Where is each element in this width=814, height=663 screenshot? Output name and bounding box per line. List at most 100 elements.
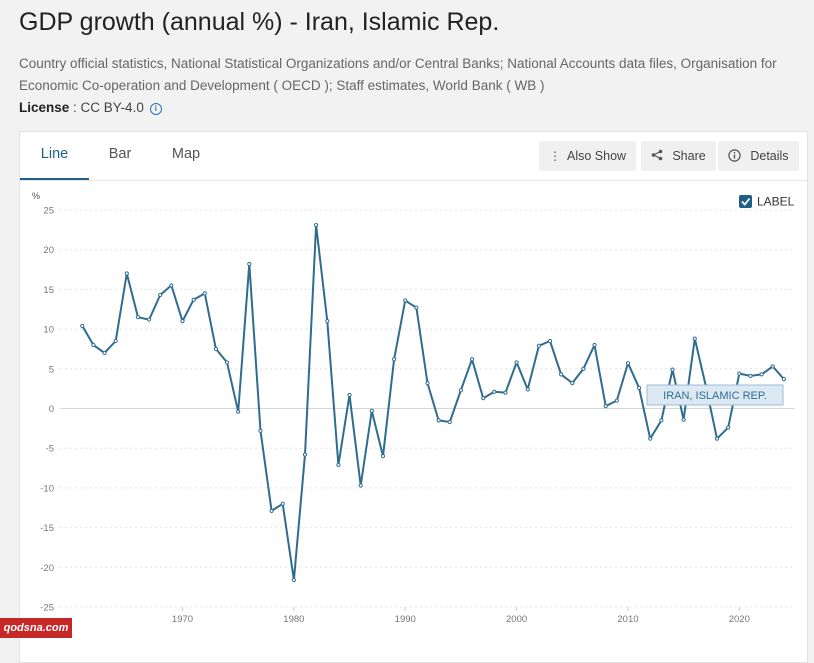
- more-vertical-icon: ⋮: [549, 149, 561, 163]
- data-point[interactable]: [469, 357, 475, 362]
- data-point[interactable]: [781, 377, 786, 382]
- data-point[interactable]: [124, 271, 129, 276]
- y-tick-label: -10: [40, 483, 54, 494]
- data-point[interactable]: [391, 357, 397, 362]
- gdp-line-chart: 25 20 15 10 5 0 -5 -10 -15 -20 -25 1970 1980 1990 200…: [32, 191, 795, 625]
- data-point[interactable]: [614, 398, 619, 403]
- series-points: [80, 222, 786, 583]
- details-button[interactable]: Details: [718, 141, 799, 171]
- y-axis-unit-label: %: [32, 191, 40, 201]
- data-point[interactable]: [213, 346, 219, 352]
- data-point[interactable]: [737, 371, 742, 376]
- x-tick-label: 1980: [283, 614, 304, 625]
- data-point[interactable]: [291, 577, 296, 583]
- data-point[interactable]: [636, 385, 642, 390]
- y-tick-label: 25: [43, 206, 54, 217]
- checkbox: [739, 195, 752, 208]
- y-tick-label: -5: [46, 444, 54, 455]
- data-point[interactable]: [224, 360, 230, 365]
- data-point[interactable]: [91, 342, 96, 348]
- data-point[interactable]: [336, 462, 341, 467]
- data-point[interactable]: [169, 283, 174, 288]
- data-point[interactable]: [280, 501, 285, 506]
- data-point[interactable]: [570, 380, 575, 386]
- data-point[interactable]: [180, 319, 185, 324]
- data-point[interactable]: [80, 323, 85, 329]
- data-point[interactable]: [314, 222, 319, 228]
- data-point[interactable]: [403, 298, 408, 303]
- tab-map[interactable]: Map: [171, 146, 201, 162]
- data-point[interactable]: [726, 425, 731, 430]
- data-point[interactable]: [447, 419, 452, 425]
- watermark-logo: qodsna.com: [0, 618, 72, 638]
- data-point[interactable]: [102, 350, 107, 356]
- data-point[interactable]: [581, 366, 586, 371]
- y-tick-label: -20: [40, 563, 54, 574]
- license-value[interactable]: CC BY-4.0: [80, 100, 144, 115]
- data-point[interactable]: [146, 317, 152, 322]
- data-point[interactable]: [191, 297, 196, 302]
- x-axis-ticks: 1970 1980 1990 2000 2010 2020: [172, 607, 750, 625]
- data-point[interactable]: [592, 342, 597, 348]
- data-point[interactable]: [670, 367, 675, 372]
- data-point[interactable]: [770, 364, 775, 369]
- share-button[interactable]: Share: [641, 141, 716, 171]
- data-point[interactable]: [748, 373, 753, 379]
- data-point[interactable]: [113, 338, 118, 344]
- data-point[interactable]: [347, 392, 352, 398]
- info-icon[interactable]: i: [149, 103, 162, 115]
- data-point[interactable]: [325, 319, 330, 324]
- data-point[interactable]: [158, 292, 163, 298]
- x-tick-label: 2020: [729, 614, 750, 625]
- data-point[interactable]: [236, 409, 241, 414]
- license-row: License : CC BY-4.0 i: [19, 100, 162, 115]
- data-point[interactable]: [135, 315, 141, 320]
- data-point[interactable]: [759, 372, 764, 377]
- label-toggle[interactable]: LABEL: [739, 195, 795, 209]
- data-point[interactable]: [202, 291, 207, 296]
- data-point[interactable]: [692, 336, 697, 341]
- info-circle-icon: [728, 149, 744, 163]
- data-point[interactable]: [503, 390, 508, 395]
- series-label-text: IRAN, ISLAMIC REP.: [663, 390, 767, 402]
- label-toggle-text: LABEL: [757, 195, 795, 209]
- data-point[interactable]: [247, 261, 252, 267]
- data-point[interactable]: [559, 372, 564, 377]
- x-tick-label: 1970: [172, 614, 193, 625]
- tab-bar[interactable]: Bar: [108, 146, 132, 162]
- x-tick-label: 1990: [395, 614, 416, 625]
- data-point[interactable]: [681, 417, 686, 422]
- license-separator: :: [69, 100, 81, 115]
- also-show-button[interactable]: ⋮ Also Show: [539, 141, 637, 171]
- data-point[interactable]: [492, 389, 497, 394]
- data-point[interactable]: [458, 388, 464, 393]
- chart-tabs: Line Bar Map ⋮ Also Show Share Details: [20, 132, 807, 181]
- chart-card: Line Bar Map ⋮ Also Show Share Details: [19, 131, 808, 663]
- data-point[interactable]: [536, 343, 541, 348]
- y-tick-label: 10: [43, 325, 54, 336]
- data-point[interactable]: [481, 396, 486, 401]
- data-point[interactable]: [648, 436, 653, 441]
- data-point[interactable]: [380, 454, 386, 459]
- data-point[interactable]: [514, 360, 519, 365]
- data-point[interactable]: [714, 436, 720, 441]
- data-point[interactable]: [269, 508, 274, 514]
- y-tick-label: -15: [40, 523, 54, 534]
- data-point[interactable]: [358, 483, 363, 488]
- data-point[interactable]: [369, 408, 374, 413]
- data-point[interactable]: [525, 387, 530, 392]
- data-point[interactable]: [547, 338, 553, 344]
- data-point[interactable]: [436, 418, 441, 423]
- data-point[interactable]: [603, 404, 608, 409]
- x-tick-label: 2000: [506, 614, 527, 625]
- data-point[interactable]: [659, 418, 664, 423]
- data-point[interactable]: [258, 428, 263, 433]
- source-description: Country official statistics, National St…: [19, 56, 777, 93]
- tab-line[interactable]: Line: [20, 132, 89, 180]
- data-point[interactable]: [302, 452, 308, 457]
- data-point[interactable]: [414, 305, 419, 310]
- page-title: GDP growth (annual %) - Iran, Islamic Re…: [19, 8, 500, 36]
- data-point[interactable]: [625, 361, 631, 366]
- data-point[interactable]: [425, 380, 430, 386]
- also-show-label: Also Show: [567, 149, 627, 163]
